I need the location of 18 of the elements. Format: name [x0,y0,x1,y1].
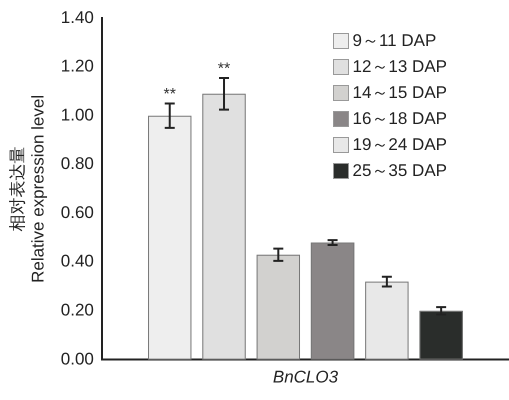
y-tick-label: 0.60 [60,202,94,222]
legend-label: 9～11 DAP [352,30,436,52]
y-tick-label: 1.20 [60,56,94,76]
y-tick-label: 1.00 [60,105,94,124]
legend-label: 12～13 DAP [352,56,447,78]
y-axis-title: 相对表达量 Relative expression level [8,94,48,283]
x-tick-label: BnCLO3 [272,368,339,387]
annotation: ** [164,86,176,103]
annotation: ** [218,60,230,78]
y-tick-label: 1.40 [60,8,94,27]
y-tick-label: 0.20 [60,300,94,320]
legend-label: 16～18 DAP [352,108,447,130]
y-tick-label: 0.80 [60,154,94,174]
legend-label: 14～15 DAP [352,82,447,104]
legend-label: 19～24 DAP [352,134,447,156]
y-tick-label: 0.40 [60,252,94,271]
legend-label: 25～35 DAP [352,160,447,182]
y-tick-label: 0.00 [60,349,94,368]
